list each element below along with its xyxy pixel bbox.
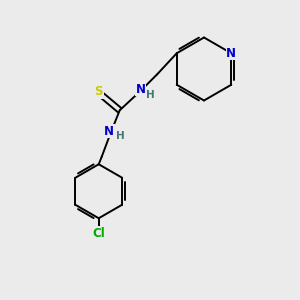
Text: S: S (94, 85, 103, 98)
Text: Cl: Cl (92, 227, 105, 240)
Text: H: H (146, 90, 155, 100)
Text: N: N (226, 47, 236, 60)
Text: N: N (136, 83, 146, 96)
Text: N: N (104, 125, 114, 138)
Text: H: H (116, 131, 125, 141)
